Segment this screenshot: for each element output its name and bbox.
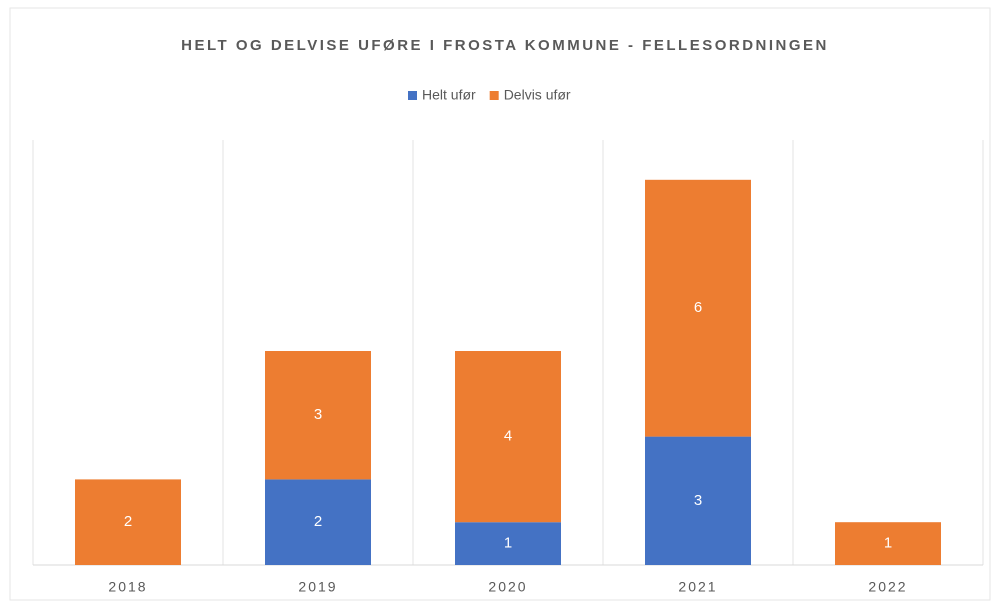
x-tick-label: 2020 [488,579,527,595]
bar-segment [455,522,561,565]
value-label: 3 [314,406,322,423]
value-label: 1 [884,535,892,552]
chart-title: HELT OG DELVISE UFØRE I FROSTA KOMMUNE -… [181,37,829,54]
value-label: 4 [504,428,512,445]
value-label: 3 [694,492,702,509]
bar-segment [265,479,371,565]
value-label: 2 [124,513,132,530]
value-label: 6 [694,299,702,316]
bar-segment [265,351,371,480]
bar-segment [835,522,941,565]
legend-label: Delvis ufør [504,87,571,103]
legend-label: Helt ufør [422,87,476,103]
bar-segment [75,479,181,565]
x-tick-label: 2021 [678,579,717,595]
bar-segment [645,436,751,565]
value-label: 1 [504,535,512,552]
legend-swatch [489,91,499,100]
bar-segment [455,351,561,523]
bar-segment [645,179,751,437]
value-label: 2 [314,513,322,530]
x-tick-label: 2018 [108,579,147,595]
x-tick-label: 2022 [868,579,907,595]
legend-swatch [408,91,417,100]
x-tick-label: 2019 [298,579,337,595]
